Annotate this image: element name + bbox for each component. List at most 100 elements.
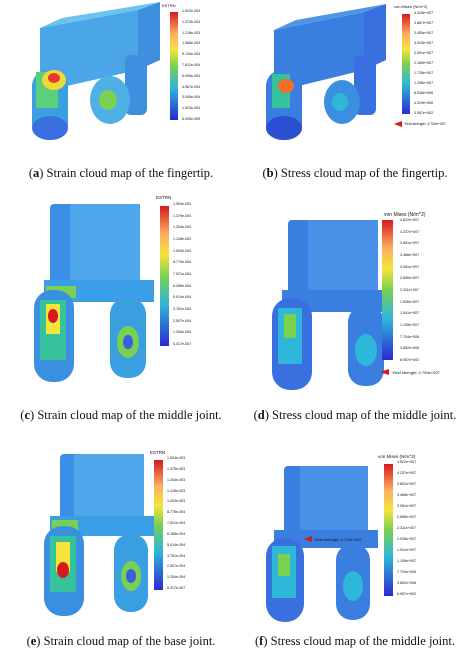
legend-bar xyxy=(154,460,163,590)
legend-tick-label: 9.134e-004 xyxy=(182,52,201,57)
caption-label: c xyxy=(24,408,31,422)
legend-tick-label: 3.851e+007 xyxy=(397,482,417,486)
middle-joint-model xyxy=(272,220,390,390)
yield-strength-label: Yield strength: 4.700e+007 xyxy=(404,122,446,126)
legend-tick-label: 3.761e-004 xyxy=(173,307,192,311)
legend-tick-label: 1.728e+007 xyxy=(414,71,434,75)
legend-tick-label: 1.254e-004 xyxy=(173,330,192,335)
legend-tick-label: 3.851e+007 xyxy=(400,241,420,246)
legend-tick-label: 1.370e-003 xyxy=(182,19,201,24)
legend-tick-label: 8.775e-004 xyxy=(173,260,192,265)
legend-tick-label: 5.317e-007 xyxy=(167,586,186,590)
legend-tick-label: 4.567e-004 xyxy=(182,84,201,89)
legend-tick-label: 6.268e-004 xyxy=(173,283,192,288)
legend-tick-label: 1.155e+007 xyxy=(397,559,417,563)
legend-tick-label: 7.704e+006 xyxy=(400,334,420,339)
legend-tick-label: 5.317e-007 xyxy=(173,342,192,346)
legend-title: von Mises (N/m^2) xyxy=(394,4,428,9)
legend-tick-label: 1.296e+007 xyxy=(414,81,434,85)
caption-text: Stress cloud map of the middle joint. xyxy=(270,634,455,648)
caption-label: a xyxy=(32,166,40,180)
caption-d: (d) Stress cloud map of the middle joint… xyxy=(253,408,457,422)
legend-tick-label: 1.003e-003 xyxy=(167,499,186,504)
legend-tick-label: 1.003e-003 xyxy=(173,248,192,253)
legend-tick-label: 3.455e+007 xyxy=(414,31,434,35)
legend-tick-label: 4.319e+006 xyxy=(414,101,434,105)
legend-title: von Mises (N/m^2) xyxy=(384,212,426,218)
stress-base-joint-render xyxy=(266,464,393,622)
legend-tick-label: 6.090e-004 xyxy=(182,73,201,78)
caption-label: d xyxy=(257,408,265,422)
legend-tick-label: 1.379e-003 xyxy=(173,213,192,218)
stress-fingertip-render xyxy=(266,4,410,140)
legend-tick-label: 1.541e+007 xyxy=(400,311,420,316)
legend-title: von Mises (N/m^2) xyxy=(378,454,416,459)
strain-base-joint-render xyxy=(44,454,163,616)
caption-f: (f) Stress cloud map of the middle joint… xyxy=(255,634,455,648)
legend-tick-label: 1.522e-003 xyxy=(182,9,201,13)
yield-strength-label: Yield strength: 4.700e+007 xyxy=(314,537,362,542)
legend-bar xyxy=(382,220,393,360)
strain-fingertip-render xyxy=(32,2,178,140)
legend-tick-label: 1.504e-003 xyxy=(167,456,186,460)
legend-tick-label: 1.504e-003 xyxy=(173,202,192,206)
legend-tick-label: 2.160e+007 xyxy=(414,61,434,65)
base-joint-model xyxy=(44,454,154,616)
legend-tick-label: 8.775e-004 xyxy=(167,510,186,515)
legend-bar xyxy=(160,206,169,346)
legend-tick-label: 3.045e-004 xyxy=(182,95,201,100)
legend-bar xyxy=(170,12,178,120)
legend-tick-label: 7.704e+006 xyxy=(397,570,417,574)
caption-text: Strain cloud map of the middle joint. xyxy=(37,408,222,422)
figure-panel-a: ESTRN 1.522e-003 1.370e-003 1.218e-003 1.06… xyxy=(10,0,232,168)
legend-bar xyxy=(384,464,393,596)
legend-tick-label: 6.957e+002 xyxy=(397,592,417,596)
figure-panel-e: ESTRN 1.504e-003 1.379e-003 1.254e-003 1.12… xyxy=(10,430,232,630)
yield-marker xyxy=(304,536,312,542)
legend-tick-label: 4.237e+007 xyxy=(397,471,417,475)
caption-c: (c) Strain cloud map of the middle joint… xyxy=(20,408,222,422)
legend-tick-label: 4.237e+007 xyxy=(400,229,420,234)
legend-tick-label: 3.761e-004 xyxy=(167,553,186,558)
legend-tick-label: 4.622e+007 xyxy=(400,218,420,222)
figure-panel-f: von Mises (N/m^2) 4.622e+007 4.237e+007 3.… xyxy=(244,430,466,630)
legend-tick-label: 3.081e+007 xyxy=(397,504,417,508)
legend-tick-label: 3.887e+007 xyxy=(414,21,434,25)
fingertip-model xyxy=(266,4,386,140)
legend-tick-label: 1.128e-003 xyxy=(167,488,186,493)
legend-tick-label: 1.218e-003 xyxy=(182,30,201,35)
legend-tick-label: 4.622e+007 xyxy=(397,460,417,464)
middle-joint-model xyxy=(34,204,154,382)
caption-text: Strain cloud map of the base joint. xyxy=(43,634,216,648)
caption-text: Stress cloud map of the middle joint. xyxy=(272,408,457,422)
legend-tick-label: 1.926e+007 xyxy=(400,299,420,304)
legend-tick-label: 1.379e-003 xyxy=(167,466,186,471)
fingertip-model xyxy=(32,2,160,140)
yield-strength-label: Yield strength: 4.700e+007 xyxy=(392,370,440,375)
legend-tick-label: 2.591e+007 xyxy=(414,51,434,55)
caption-b: (b) Stress cloud map of the fingertip. xyxy=(262,166,448,180)
legend-tick-label: 2.311e+007 xyxy=(397,526,416,530)
legend-tick-label: 1.254e-003 xyxy=(167,477,186,482)
legend-tick-label: 1.541e+007 xyxy=(397,548,417,552)
legend-tick-label: 2.507e-004 xyxy=(167,564,186,569)
base-joint-model xyxy=(266,466,378,622)
legend-tick-label: 2.696e+007 xyxy=(400,276,420,281)
legend-bar xyxy=(402,14,410,114)
caption-text: Strain cloud map of the fingertip. xyxy=(46,166,214,180)
legend-tick-label: 3.087e+002 xyxy=(414,111,434,115)
yield-marker xyxy=(380,369,389,375)
legend-tick-label: 6.000e-009 xyxy=(182,117,201,121)
figure-panel-c: ESTRN 1.504e-003 1.379e-003 1.254e-003 1.12… xyxy=(10,190,232,400)
legend-tick-label: 1.523e-004 xyxy=(182,106,201,111)
legend-tick-label: 3.023e+007 xyxy=(414,41,434,45)
legend-tick-label: 1.926e+007 xyxy=(397,537,417,541)
strain-middle-joint-render xyxy=(34,204,169,382)
caption-text: Stress cloud map of the fingertip. xyxy=(280,166,448,180)
legend-title: ESTRN xyxy=(156,195,172,200)
stress-middle-joint-render xyxy=(272,220,393,390)
legend-tick-label: 5.014e-004 xyxy=(167,542,186,547)
legend-tick-label: 8.638e+006 xyxy=(414,91,434,95)
caption-label: b xyxy=(266,166,274,180)
legend-tick-label: 7.521e-004 xyxy=(173,272,192,276)
